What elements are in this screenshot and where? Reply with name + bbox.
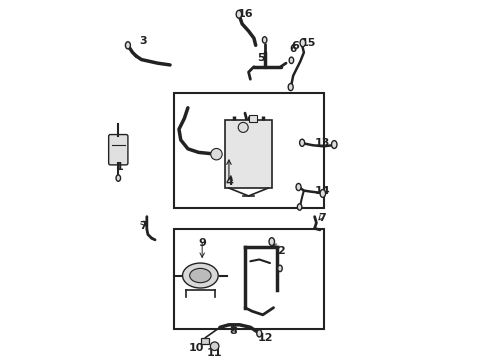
- Bar: [201, 338, 209, 344]
- Bar: [173, 229, 323, 329]
- Ellipse shape: [125, 42, 130, 49]
- Ellipse shape: [262, 37, 267, 43]
- Ellipse shape: [296, 184, 301, 190]
- Ellipse shape: [300, 39, 306, 47]
- Text: 6: 6: [291, 41, 299, 51]
- Text: 11: 11: [206, 348, 221, 358]
- Bar: [248, 115, 257, 122]
- Ellipse shape: [297, 204, 302, 210]
- Ellipse shape: [299, 139, 305, 146]
- Circle shape: [210, 342, 219, 351]
- Bar: [173, 94, 323, 208]
- Circle shape: [211, 148, 222, 160]
- Text: 15: 15: [301, 38, 316, 48]
- Bar: [225, 120, 272, 188]
- Ellipse shape: [269, 238, 274, 246]
- Text: 13: 13: [315, 138, 330, 148]
- Text: 16: 16: [237, 9, 253, 19]
- Ellipse shape: [332, 141, 337, 148]
- Text: 6: 6: [290, 44, 297, 54]
- Ellipse shape: [183, 263, 218, 288]
- Text: 5: 5: [257, 53, 265, 63]
- Ellipse shape: [236, 10, 242, 18]
- Ellipse shape: [288, 84, 293, 91]
- Text: 1: 1: [116, 162, 123, 172]
- Ellipse shape: [289, 57, 294, 63]
- Circle shape: [238, 122, 248, 132]
- Ellipse shape: [116, 175, 121, 181]
- Ellipse shape: [257, 330, 262, 337]
- Text: 3: 3: [140, 36, 147, 46]
- Text: 8: 8: [230, 326, 238, 336]
- Text: 7: 7: [139, 221, 147, 230]
- Text: 7: 7: [318, 213, 326, 224]
- Text: 10: 10: [189, 343, 204, 354]
- Ellipse shape: [278, 265, 282, 271]
- Text: 2: 2: [277, 246, 285, 256]
- Text: 12: 12: [258, 333, 273, 343]
- Text: 14: 14: [315, 186, 331, 195]
- Text: 4: 4: [225, 177, 233, 187]
- FancyBboxPatch shape: [109, 135, 128, 165]
- Ellipse shape: [320, 189, 325, 197]
- Text: 9: 9: [198, 238, 206, 248]
- Ellipse shape: [190, 269, 211, 283]
